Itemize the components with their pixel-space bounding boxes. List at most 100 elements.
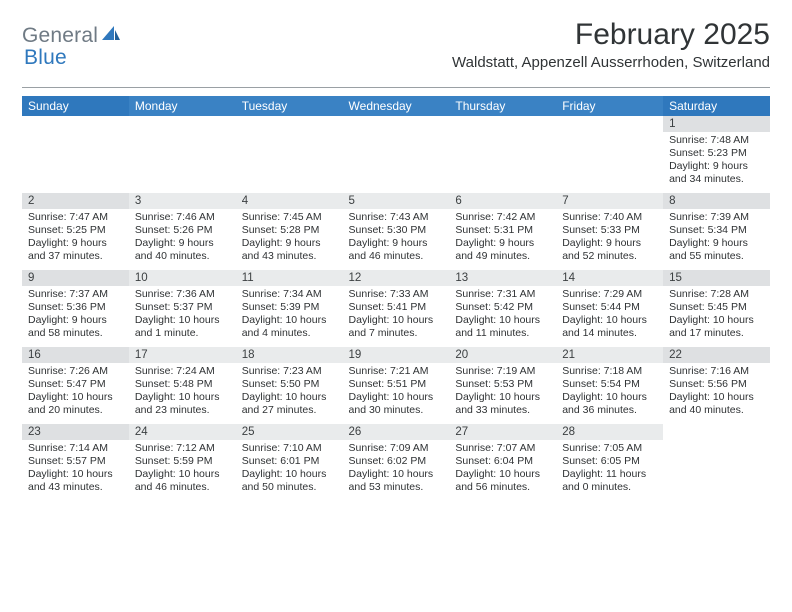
- day-number-cell: 24: [129, 423, 236, 440]
- daynum-row: 9101112131415: [22, 269, 770, 286]
- daylight-line: Daylight: 10 hours and 20 minutes.: [28, 391, 123, 417]
- daylight-line: Daylight: 10 hours and 7 minutes.: [349, 314, 444, 340]
- sunset-line: Sunset: 5:42 PM: [455, 301, 550, 314]
- sunset-line: Sunset: 5:41 PM: [349, 301, 444, 314]
- col-tuesday: Tuesday: [236, 96, 343, 116]
- daylight-line: Daylight: 10 hours and 33 minutes.: [455, 391, 550, 417]
- day-number-cell: 19: [343, 346, 450, 363]
- col-friday: Friday: [556, 96, 663, 116]
- daybody-row: Sunrise: 7:26 AMSunset: 5:47 PMDaylight:…: [22, 363, 770, 423]
- daylight-line: Daylight: 10 hours and 56 minutes.: [455, 468, 550, 494]
- sunrise-line: Sunrise: 7:48 AM: [669, 134, 764, 147]
- day-body-cell: Sunrise: 7:21 AMSunset: 5:51 PMDaylight:…: [343, 363, 450, 423]
- sunrise-line: Sunrise: 7:07 AM: [455, 442, 550, 455]
- sunrise-line: Sunrise: 7:34 AM: [242, 288, 337, 301]
- col-monday: Monday: [129, 96, 236, 116]
- col-saturday: Saturday: [663, 96, 770, 116]
- day-body-cell: Sunrise: 7:34 AMSunset: 5:39 PMDaylight:…: [236, 286, 343, 346]
- sunrise-line: Sunrise: 7:31 AM: [455, 288, 550, 301]
- logo: General: [22, 18, 122, 48]
- sunrise-line: Sunrise: 7:14 AM: [28, 442, 123, 455]
- day-body-cell: Sunrise: 7:23 AMSunset: 5:50 PMDaylight:…: [236, 363, 343, 423]
- sunrise-line: Sunrise: 7:46 AM: [135, 211, 230, 224]
- day-number-cell: [449, 116, 556, 132]
- header-divider: [22, 87, 770, 88]
- daybody-row: Sunrise: 7:48 AMSunset: 5:23 PMDaylight:…: [22, 132, 770, 192]
- day-body-cell: Sunrise: 7:12 AMSunset: 5:59 PMDaylight:…: [129, 440, 236, 500]
- daylight-line: Daylight: 9 hours and 52 minutes.: [562, 237, 657, 263]
- sunrise-line: Sunrise: 7:10 AM: [242, 442, 337, 455]
- sunset-line: Sunset: 5:37 PM: [135, 301, 230, 314]
- sunrise-line: Sunrise: 7:36 AM: [135, 288, 230, 301]
- weekday-header-row: Sunday Monday Tuesday Wednesday Thursday…: [22, 96, 770, 116]
- daybody-row: Sunrise: 7:14 AMSunset: 5:57 PMDaylight:…: [22, 440, 770, 500]
- day-body-cell: Sunrise: 7:40 AMSunset: 5:33 PMDaylight:…: [556, 209, 663, 269]
- day-number-cell: 21: [556, 346, 663, 363]
- day-body-cell: Sunrise: 7:09 AMSunset: 6:02 PMDaylight:…: [343, 440, 450, 500]
- sunrise-line: Sunrise: 7:26 AM: [28, 365, 123, 378]
- logo-text-blue-wrap: Blue: [24, 46, 67, 70]
- sunset-line: Sunset: 5:36 PM: [28, 301, 123, 314]
- sunrise-line: Sunrise: 7:19 AM: [455, 365, 550, 378]
- day-body-cell: Sunrise: 7:45 AMSunset: 5:28 PMDaylight:…: [236, 209, 343, 269]
- sunset-line: Sunset: 5:23 PM: [669, 147, 764, 160]
- day-body-cell: Sunrise: 7:47 AMSunset: 5:25 PMDaylight:…: [22, 209, 129, 269]
- sunrise-line: Sunrise: 7:12 AM: [135, 442, 230, 455]
- calendar-page: General February 2025 Waldstatt, Appenze…: [0, 0, 792, 511]
- sunset-line: Sunset: 5:47 PM: [28, 378, 123, 391]
- sunrise-line: Sunrise: 7:23 AM: [242, 365, 337, 378]
- sunrise-line: Sunrise: 7:33 AM: [349, 288, 444, 301]
- sunset-line: Sunset: 5:34 PM: [669, 224, 764, 237]
- daylight-line: Daylight: 10 hours and 40 minutes.: [669, 391, 764, 417]
- day-number-cell: 8: [663, 192, 770, 209]
- sunrise-line: Sunrise: 7:39 AM: [669, 211, 764, 224]
- sunrise-line: Sunrise: 7:37 AM: [28, 288, 123, 301]
- daylight-line: Daylight: 9 hours and 37 minutes.: [28, 237, 123, 263]
- day-number-cell: [556, 116, 663, 132]
- month-title: February 2025: [452, 18, 770, 52]
- daylight-line: Daylight: 10 hours and 30 minutes.: [349, 391, 444, 417]
- day-body-cell: Sunrise: 7:37 AMSunset: 5:36 PMDaylight:…: [22, 286, 129, 346]
- daylight-line: Daylight: 10 hours and 50 minutes.: [242, 468, 337, 494]
- day-body-cell: [556, 132, 663, 192]
- day-body-cell: Sunrise: 7:10 AMSunset: 6:01 PMDaylight:…: [236, 440, 343, 500]
- sunset-line: Sunset: 5:45 PM: [669, 301, 764, 314]
- daynum-row: 2345678: [22, 192, 770, 209]
- day-body-cell: Sunrise: 7:16 AMSunset: 5:56 PMDaylight:…: [663, 363, 770, 423]
- day-number-cell: 28: [556, 423, 663, 440]
- daylight-line: Daylight: 10 hours and 46 minutes.: [135, 468, 230, 494]
- day-number-cell: 26: [343, 423, 450, 440]
- sunrise-line: Sunrise: 7:47 AM: [28, 211, 123, 224]
- day-number-cell: 25: [236, 423, 343, 440]
- daylight-line: Daylight: 10 hours and 53 minutes.: [349, 468, 444, 494]
- day-body-cell: Sunrise: 7:14 AMSunset: 5:57 PMDaylight:…: [22, 440, 129, 500]
- sunrise-line: Sunrise: 7:40 AM: [562, 211, 657, 224]
- sunset-line: Sunset: 5:50 PM: [242, 378, 337, 391]
- calendar-body: 1 Sunrise: 7:48 AMSunset: 5:23 PMDayligh…: [22, 116, 770, 500]
- daynum-row: 1: [22, 116, 770, 132]
- sunset-line: Sunset: 5:26 PM: [135, 224, 230, 237]
- sunset-line: Sunset: 5:57 PM: [28, 455, 123, 468]
- sunset-line: Sunset: 5:56 PM: [669, 378, 764, 391]
- day-number-cell: 7: [556, 192, 663, 209]
- sunrise-line: Sunrise: 7:09 AM: [349, 442, 444, 455]
- sunset-line: Sunset: 6:02 PM: [349, 455, 444, 468]
- day-number-cell: 15: [663, 269, 770, 286]
- daylight-line: Daylight: 10 hours and 11 minutes.: [455, 314, 550, 340]
- col-wednesday: Wednesday: [343, 96, 450, 116]
- day-number-cell: 27: [449, 423, 556, 440]
- daybody-row: Sunrise: 7:47 AMSunset: 5:25 PMDaylight:…: [22, 209, 770, 269]
- day-number-cell: 2: [22, 192, 129, 209]
- daynum-row: 16171819202122: [22, 346, 770, 363]
- logo-text-blue: Blue: [24, 46, 67, 69]
- sunset-line: Sunset: 5:48 PM: [135, 378, 230, 391]
- daylight-line: Daylight: 10 hours and 43 minutes.: [28, 468, 123, 494]
- sunrise-line: Sunrise: 7:42 AM: [455, 211, 550, 224]
- day-number-cell: 17: [129, 346, 236, 363]
- day-body-cell: Sunrise: 7:19 AMSunset: 5:53 PMDaylight:…: [449, 363, 556, 423]
- day-number-cell: 4: [236, 192, 343, 209]
- day-number-cell: 22: [663, 346, 770, 363]
- day-number-cell: 23: [22, 423, 129, 440]
- day-number-cell: 16: [22, 346, 129, 363]
- day-body-cell: [663, 440, 770, 500]
